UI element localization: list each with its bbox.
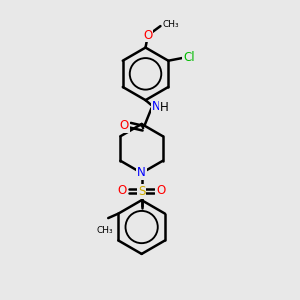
Text: CH₃: CH₃ <box>96 226 113 235</box>
Text: O: O <box>120 119 129 132</box>
Text: O: O <box>156 184 166 197</box>
Text: O: O <box>143 28 152 41</box>
Text: CH₃: CH₃ <box>163 20 179 29</box>
Text: N: N <box>152 100 160 113</box>
Text: N: N <box>137 167 146 179</box>
Text: O: O <box>118 184 127 197</box>
Text: Cl: Cl <box>183 51 195 64</box>
Text: S: S <box>138 185 145 198</box>
Text: H: H <box>160 101 168 114</box>
